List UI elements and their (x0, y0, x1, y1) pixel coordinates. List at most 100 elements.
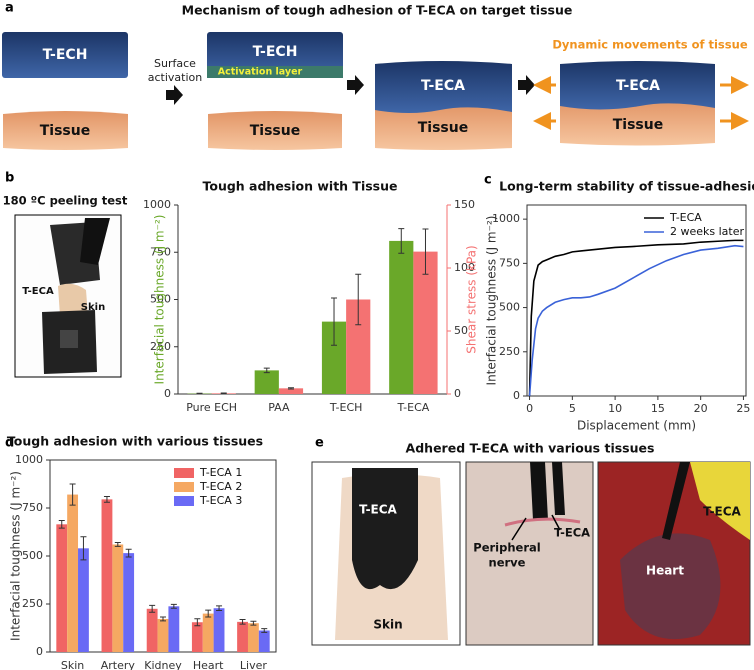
y-tick-label: 500 (22, 549, 43, 562)
y2-tick-label: 150 (454, 198, 475, 211)
diagram-title: Mechanism of tough adhesion of T-ECA on … (182, 3, 573, 18)
tissue-block (208, 111, 342, 150)
photo-label: Skin (373, 618, 402, 632)
bar (278, 388, 304, 394)
error-bar (149, 604, 156, 613)
error-bar (80, 536, 87, 561)
x-tick-label: 10 (608, 402, 622, 415)
nerve (504, 517, 581, 527)
pointer (511, 517, 527, 541)
photo-label: T-ECA (554, 526, 590, 540)
error-bar (250, 620, 257, 626)
y2-tick-label: 50 (454, 324, 468, 337)
panel-label: a (5, 1, 14, 16)
panel-label: e (315, 436, 324, 451)
error-bar (216, 605, 223, 612)
x-tick-label: Pure ECH (186, 401, 237, 414)
error-bar (205, 609, 212, 618)
bar (389, 240, 414, 394)
pointer (551, 514, 561, 531)
bar (413, 251, 438, 394)
line (528, 244, 744, 397)
block-label: Tissue (613, 117, 663, 133)
caption: Dynamic movements of tissue (552, 38, 747, 52)
panel-label: c (484, 173, 492, 188)
error-bar (239, 619, 246, 625)
clamp (80, 218, 110, 265)
y2-tick-label: 0 (454, 387, 461, 400)
y-axis-label: Interfacial toughness (J m⁻²) (9, 471, 23, 641)
error-bar (398, 228, 405, 254)
bar (258, 630, 270, 652)
heart (620, 533, 721, 640)
x-tick-label: 20 (694, 402, 708, 415)
block-label: T-ECA (616, 78, 660, 94)
chart-title: Tough adhesion with various tissues (7, 434, 263, 449)
block-label: Tissue (418, 120, 468, 136)
tissue-block (3, 111, 128, 150)
photo-label: Peripheral (473, 541, 540, 555)
x-tick-label: 0 (526, 402, 533, 415)
photo-label: Heart (646, 564, 684, 578)
bar (254, 370, 279, 394)
x-tick-label: 25 (736, 402, 750, 415)
hydrogel-block (2, 32, 128, 78)
bar (123, 553, 135, 652)
block-label: Tissue (40, 123, 90, 139)
y-axis-label: Interfacial toughness (J m⁻²) (485, 216, 499, 386)
x-tick-label: Liver (240, 659, 267, 670)
legend-swatch (174, 482, 194, 492)
legend-label: T-ECA (669, 211, 702, 224)
y2-axis-label: Shear stress (kPa) (465, 245, 479, 353)
error-bar (355, 273, 362, 326)
panel-label: d (5, 436, 14, 451)
bar (56, 524, 68, 652)
legend-label: T-ECA 3 (199, 494, 242, 507)
y-tick-label: 250 (150, 340, 171, 353)
error-bar (287, 387, 294, 390)
skin-sample (58, 283, 88, 316)
block-label: Tissue (250, 123, 300, 139)
tissue-block (375, 104, 512, 150)
legend-swatch (174, 496, 194, 506)
photo-label: T-ECA (703, 505, 741, 519)
legend-label: T-ECA 1 (199, 466, 242, 479)
x-tick-label: 5 (569, 402, 576, 415)
photo-title: Adhered T-ECA with various tissues (406, 441, 655, 456)
layer-label: Activation layer (218, 67, 303, 78)
y-tick-label: 1000 (492, 212, 520, 225)
activation-layer (207, 66, 343, 78)
y-tick-label: 500 (499, 301, 520, 314)
y-tick-label: 0 (513, 389, 520, 402)
arrow (166, 85, 183, 105)
chart-title: Tough adhesion with Tissue (202, 179, 397, 194)
arrow-label: activation (148, 71, 203, 84)
arrow-label: Surface (154, 57, 196, 70)
block-label: T-ECH (43, 47, 88, 63)
y-tick-label: 1000 (143, 198, 171, 211)
photo-label: nerve (489, 556, 526, 570)
y-tick-label: 0 (36, 645, 43, 658)
y-tick-label: 250 (499, 345, 520, 358)
photo-label: T-ECA (359, 503, 397, 517)
error-bar (331, 297, 338, 346)
y2-tick-label: 100 (454, 261, 475, 274)
bar (202, 613, 214, 652)
block-label: T-ECH (253, 44, 298, 60)
photo (465, 461, 594, 646)
bar (168, 606, 180, 652)
x-tick-label: Heart (193, 659, 224, 670)
bar (78, 548, 89, 652)
bar (67, 494, 79, 652)
bar (247, 623, 259, 652)
x-tick-label: 15 (651, 402, 665, 415)
photo-title: 180 ºC peeling test (3, 194, 128, 208)
legend-label: 2 weeks later (670, 225, 745, 238)
adhesive-block (375, 61, 512, 113)
error-bar (160, 616, 166, 622)
bar (157, 618, 169, 652)
adhesive-block (560, 61, 715, 110)
photo-label: Skin (81, 302, 105, 313)
arrow (518, 75, 535, 95)
